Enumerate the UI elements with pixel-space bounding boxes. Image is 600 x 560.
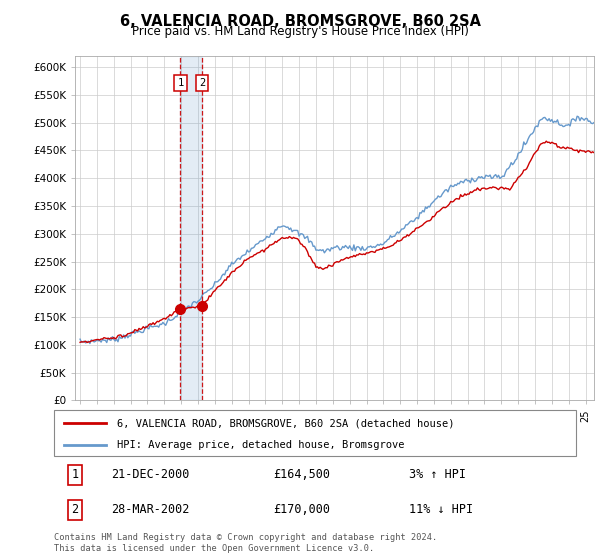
Text: £170,000: £170,000	[273, 503, 330, 516]
Text: 1: 1	[178, 78, 184, 88]
Bar	[181, 56, 202, 400]
Text: £164,500: £164,500	[273, 468, 330, 481]
Text: HPI: Average price, detached house, Bromsgrove: HPI: Average price, detached house, Brom…	[116, 440, 404, 450]
Text: 2: 2	[199, 78, 205, 88]
Text: 21-DEC-2000: 21-DEC-2000	[112, 468, 190, 481]
Text: 11% ↓ HPI: 11% ↓ HPI	[409, 503, 473, 516]
Text: 3% ↑ HPI: 3% ↑ HPI	[409, 468, 466, 481]
Text: 28-MAR-2002: 28-MAR-2002	[112, 503, 190, 516]
Text: 2: 2	[71, 503, 79, 516]
Text: 6, VALENCIA ROAD, BROMSGROVE, B60 2SA (detached house): 6, VALENCIA ROAD, BROMSGROVE, B60 2SA (d…	[116, 418, 454, 428]
Text: 1: 1	[71, 468, 79, 481]
Text: 6, VALENCIA ROAD, BROMSGROVE, B60 2SA: 6, VALENCIA ROAD, BROMSGROVE, B60 2SA	[119, 14, 481, 29]
Text: Contains HM Land Registry data © Crown copyright and database right 2024.
This d: Contains HM Land Registry data © Crown c…	[54, 533, 437, 553]
Text: Price paid vs. HM Land Registry's House Price Index (HPI): Price paid vs. HM Land Registry's House …	[131, 25, 469, 38]
